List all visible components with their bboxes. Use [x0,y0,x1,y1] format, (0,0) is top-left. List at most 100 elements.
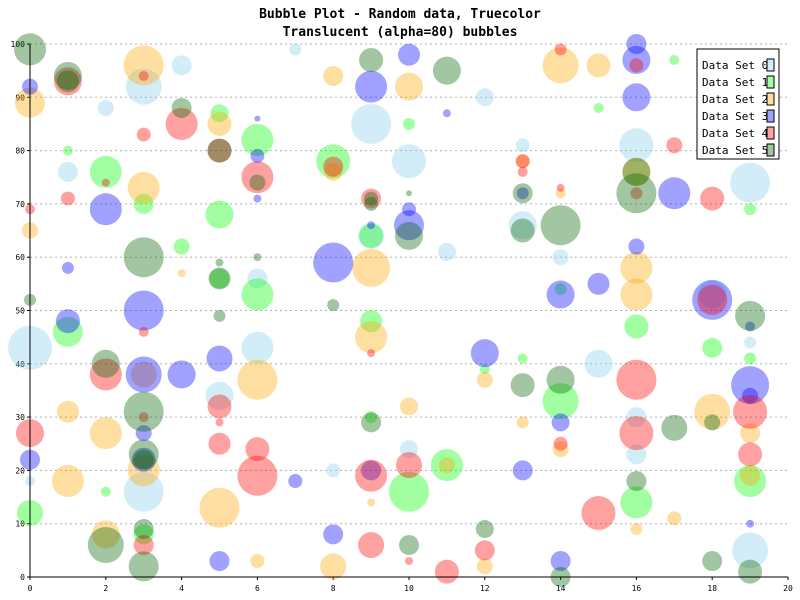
bubble-point [624,314,649,339]
bubble-point [247,268,268,289]
bubble-point [213,309,226,322]
bubble-point [619,416,654,451]
bubble-point [207,111,232,136]
bubble-point [237,455,278,496]
bubble-point [89,417,122,450]
bubble-point [740,423,761,444]
bubbles [8,33,771,587]
bubble-point [241,331,274,364]
x-tick-label: 2 [103,584,108,593]
bubble-point [177,269,186,278]
bubble-point [165,107,198,140]
bubble-point [620,251,653,284]
bubble-point [403,117,415,130]
bubble-point [55,309,80,334]
bubble-point [442,109,451,118]
x-tick-label: 4 [179,584,184,593]
bubble-point [626,34,647,54]
bubble-point [628,238,645,255]
bubble-point [364,191,379,206]
bubble-point [367,349,376,358]
x-tick-label: 16 [632,584,642,593]
bubble-point [289,43,302,56]
bubble-point [629,58,644,73]
bubble-point [395,72,423,101]
bubble-point [358,222,385,249]
bubble-series-4 [16,43,768,584]
x-tick-label: 6 [255,584,260,593]
bubble-point [392,144,426,179]
bubble-point [355,70,388,103]
bubble-point [91,349,120,378]
bubble-point [123,391,164,432]
bubble-point [744,352,757,365]
bubble-point [400,440,418,459]
x-tick-label: 10 [404,584,414,593]
bubble-point [367,498,376,507]
legend-swatch [766,126,775,140]
bubble-point [237,359,278,400]
bubble-point [510,218,535,243]
bubble-point [475,88,494,107]
bubble-point [52,316,83,347]
bubble-point [394,210,424,241]
y-tick-label: 30 [15,413,25,422]
bubble-point [432,56,461,85]
bubble-point [241,278,274,311]
bubble-point [138,412,149,423]
y-tick-label: 80 [15,147,25,156]
bubble-point [620,278,653,311]
bubble-point [215,418,224,427]
bubble-point [746,519,755,528]
bubble-point [313,242,354,283]
bubble-point [698,280,727,309]
bubble-point [474,540,495,561]
y-tick-label: 50 [15,307,25,316]
bubble-point [508,211,537,240]
bubble-point [587,272,610,295]
bubble-point [133,519,154,540]
bubble-point [352,248,391,287]
bubble-point [704,414,721,431]
bubble-point [616,359,657,400]
bubble-point [135,425,152,442]
bubble-point [692,279,733,320]
y-tick-label: 20 [15,466,25,475]
bubble-point [620,486,653,519]
bubble-point [700,186,725,211]
bubble-point [100,486,111,497]
bubble-point [584,349,613,378]
bubble-point [131,447,156,472]
bubble-point [51,465,84,498]
bubble-point [173,238,190,255]
bubble-point [550,551,571,572]
bubble-point [738,442,763,467]
bubble-point [138,70,149,81]
bubble-point [207,394,232,419]
legend-label: Data Set 4 [702,127,769,140]
x-tick-label: 0 [28,584,33,593]
bubble-point [324,162,343,181]
bubble-point [475,520,494,539]
bubble-point [245,437,270,462]
bubble-point [556,183,565,192]
y-axis-ticks: 0 10 20 30 40 50 60 70 80 90 100 [11,40,30,582]
bubble-point [249,174,266,191]
bubble-point [738,559,763,584]
bubble-point [123,471,164,512]
bubble-point [555,188,566,199]
bubble-point [133,449,154,470]
legend-label: Data Set 5 [702,144,768,157]
bubble-point [551,413,570,432]
bubble-point [516,416,529,429]
grid-lines [30,43,788,525]
bubble-point [630,523,643,536]
bubble-point [365,411,378,424]
bubble-point [241,123,274,156]
bubble-point [207,138,232,163]
bubble-point [205,200,234,229]
bubble-point [479,364,490,375]
bubble-point [53,61,82,90]
bubble-point [326,463,341,478]
bubble-point [730,162,771,203]
